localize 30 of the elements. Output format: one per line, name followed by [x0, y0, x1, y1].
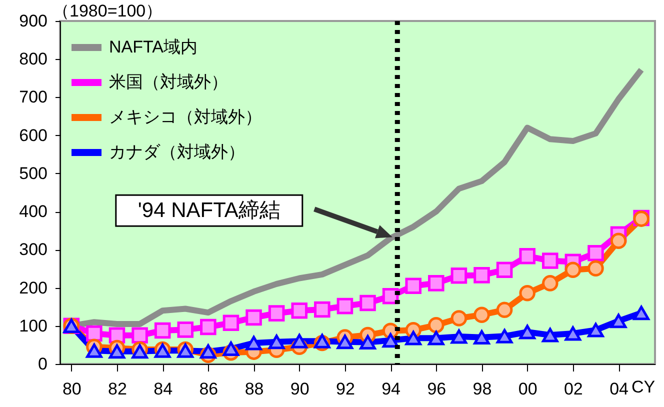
y-tick-label: 700: [19, 88, 48, 107]
x-tick-label: 80: [62, 380, 82, 398]
y-tick-label: 400: [19, 202, 48, 222]
x-tick-label: 92: [336, 380, 355, 398]
y-tick-label: 200: [19, 278, 48, 298]
x-tick-label: 98: [472, 380, 492, 398]
x-tick-label: 86: [199, 380, 218, 398]
x-tick-label: 04: [610, 380, 628, 398]
x-tick-label: 94: [382, 380, 401, 398]
y-tick-label: 600: [19, 126, 48, 145]
y-tick-label: 800: [19, 50, 48, 69]
legend-label: メキシコ（対域外）: [109, 108, 262, 126]
x-tick-label: 96: [427, 380, 446, 398]
x-tick-label: 88: [244, 380, 264, 398]
x-tick-label: 02: [564, 380, 583, 398]
y-tick-label: 0: [38, 354, 48, 374]
y-tick-label: 500: [19, 164, 48, 183]
y-axis-title: （1980=100）: [52, 2, 163, 20]
annotation: '94 NAFTA締結: [138, 199, 280, 222]
x-tick-label: 84: [154, 380, 173, 398]
legend-label: NAFTA域内: [109, 38, 198, 56]
y-tick-label: 100: [19, 316, 48, 336]
y-tick-label: 900: [19, 12, 48, 30]
x-tick-label: 82: [108, 380, 127, 398]
x-axis-title: CY: [632, 378, 656, 396]
legend-label: カナダ（対域外）: [109, 142, 245, 162]
y-tick-label: 300: [19, 240, 48, 260]
legend-label: 米国（対域外）: [109, 72, 228, 92]
x-tick-label: 90: [290, 380, 310, 398]
x-tick-label: 00: [518, 380, 538, 398]
